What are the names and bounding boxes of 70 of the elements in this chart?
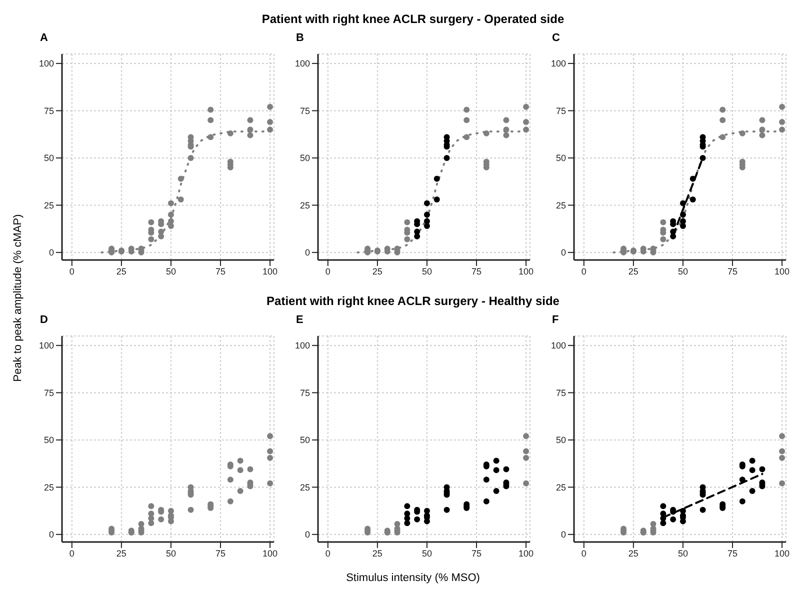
y-tick-label: 25 bbox=[556, 482, 566, 492]
y-tick-label: 75 bbox=[44, 388, 54, 398]
x-tick-label: 50 bbox=[166, 266, 176, 276]
chart-subtitle: Patient with right knee ACLR surgery - Operated side bbox=[260, 12, 566, 26]
x-tick-label: 0 bbox=[581, 548, 586, 558]
y-tick-label: 0 bbox=[48, 248, 54, 258]
chart-title: C bbox=[552, 32, 561, 46]
y-tick-label: 0 bbox=[304, 530, 310, 540]
x-tick-label: 0 bbox=[69, 266, 74, 276]
x-tick-label: 100 bbox=[262, 548, 278, 558]
y-tick-label: 75 bbox=[556, 388, 566, 398]
x-tick-label: 50 bbox=[166, 548, 176, 558]
x-tick-label: 25 bbox=[628, 266, 638, 276]
x-tick-label: 75 bbox=[727, 266, 738, 276]
chart-subtitle: Patient with right knee ACLR surgery - Healthy side bbox=[266, 294, 560, 308]
y-tick-label: 100 bbox=[38, 340, 54, 351]
y-tick-label: 25 bbox=[556, 200, 566, 210]
y-tick-label: 75 bbox=[44, 106, 54, 116]
y-tick-label: 100 bbox=[294, 58, 310, 69]
y-tick-label: 50 bbox=[44, 153, 54, 164]
y-tick-label: 75 bbox=[300, 388, 310, 398]
y-tick-label: 25 bbox=[44, 482, 54, 492]
x-tick-label: 0 bbox=[325, 548, 330, 558]
y-tick-label: 0 bbox=[304, 248, 310, 258]
x-tick-label: 25 bbox=[116, 548, 126, 558]
x-tick-label: 0 bbox=[69, 548, 74, 558]
y-tick-label: 50 bbox=[300, 435, 310, 446]
y-tick-label: 0 bbox=[48, 530, 54, 540]
x-tick-label: 75 bbox=[471, 266, 482, 276]
y-tick-label: 100 bbox=[38, 58, 54, 69]
y-axis-title: Peak to peak amplitude (% cMAP) bbox=[12, 214, 24, 382]
x-tick-label: 25 bbox=[372, 548, 382, 558]
x-tick-label: 25 bbox=[372, 266, 382, 276]
x-tick-label: 0 bbox=[325, 266, 330, 276]
y-tick-label: 0 bbox=[560, 248, 566, 258]
y-tick-label: 75 bbox=[556, 106, 566, 116]
x-tick-label: 100 bbox=[518, 548, 534, 558]
x-tick-label: 75 bbox=[215, 266, 226, 276]
chart-title: E bbox=[296, 314, 304, 328]
chart-title: B bbox=[296, 32, 305, 46]
x-tick-label: 75 bbox=[727, 548, 738, 558]
x-tick-label: 50 bbox=[678, 548, 688, 558]
x-tick-label: 75 bbox=[215, 548, 226, 558]
x-tick-label: 50 bbox=[422, 548, 432, 558]
x-tick-label: 100 bbox=[774, 266, 790, 276]
y-tick-label: 50 bbox=[556, 435, 566, 446]
y-tick-label: 25 bbox=[300, 482, 310, 492]
x-tick-label: 100 bbox=[518, 266, 534, 276]
x-axis-title: Stimulus intensity (% MSO) bbox=[345, 572, 481, 584]
y-tick-label: 100 bbox=[550, 340, 566, 351]
x-tick-label: 25 bbox=[116, 266, 126, 276]
y-tick-label: 0 bbox=[560, 530, 566, 540]
y-tick-label: 100 bbox=[550, 58, 566, 69]
x-tick-label: 25 bbox=[628, 548, 638, 558]
chart-title: F bbox=[552, 314, 560, 328]
x-tick-label: 0 bbox=[581, 266, 586, 276]
x-tick-label: 75 bbox=[471, 548, 482, 558]
x-tick-label: 100 bbox=[262, 266, 278, 276]
x-tick-label: 100 bbox=[774, 548, 790, 558]
x-tick-label: 50 bbox=[422, 266, 432, 276]
chart-title: A bbox=[40, 32, 49, 46]
y-tick-label: 100 bbox=[294, 340, 310, 351]
y-tick-label: 75 bbox=[300, 106, 310, 116]
chart-title: D bbox=[40, 314, 49, 328]
y-tick-label: 50 bbox=[556, 153, 566, 164]
y-tick-label: 50 bbox=[44, 435, 54, 446]
y-tick-label: 25 bbox=[300, 200, 310, 210]
y-tick-label: 50 bbox=[300, 153, 310, 164]
y-tick-label: 25 bbox=[44, 200, 54, 210]
x-tick-label: 50 bbox=[678, 266, 688, 276]
